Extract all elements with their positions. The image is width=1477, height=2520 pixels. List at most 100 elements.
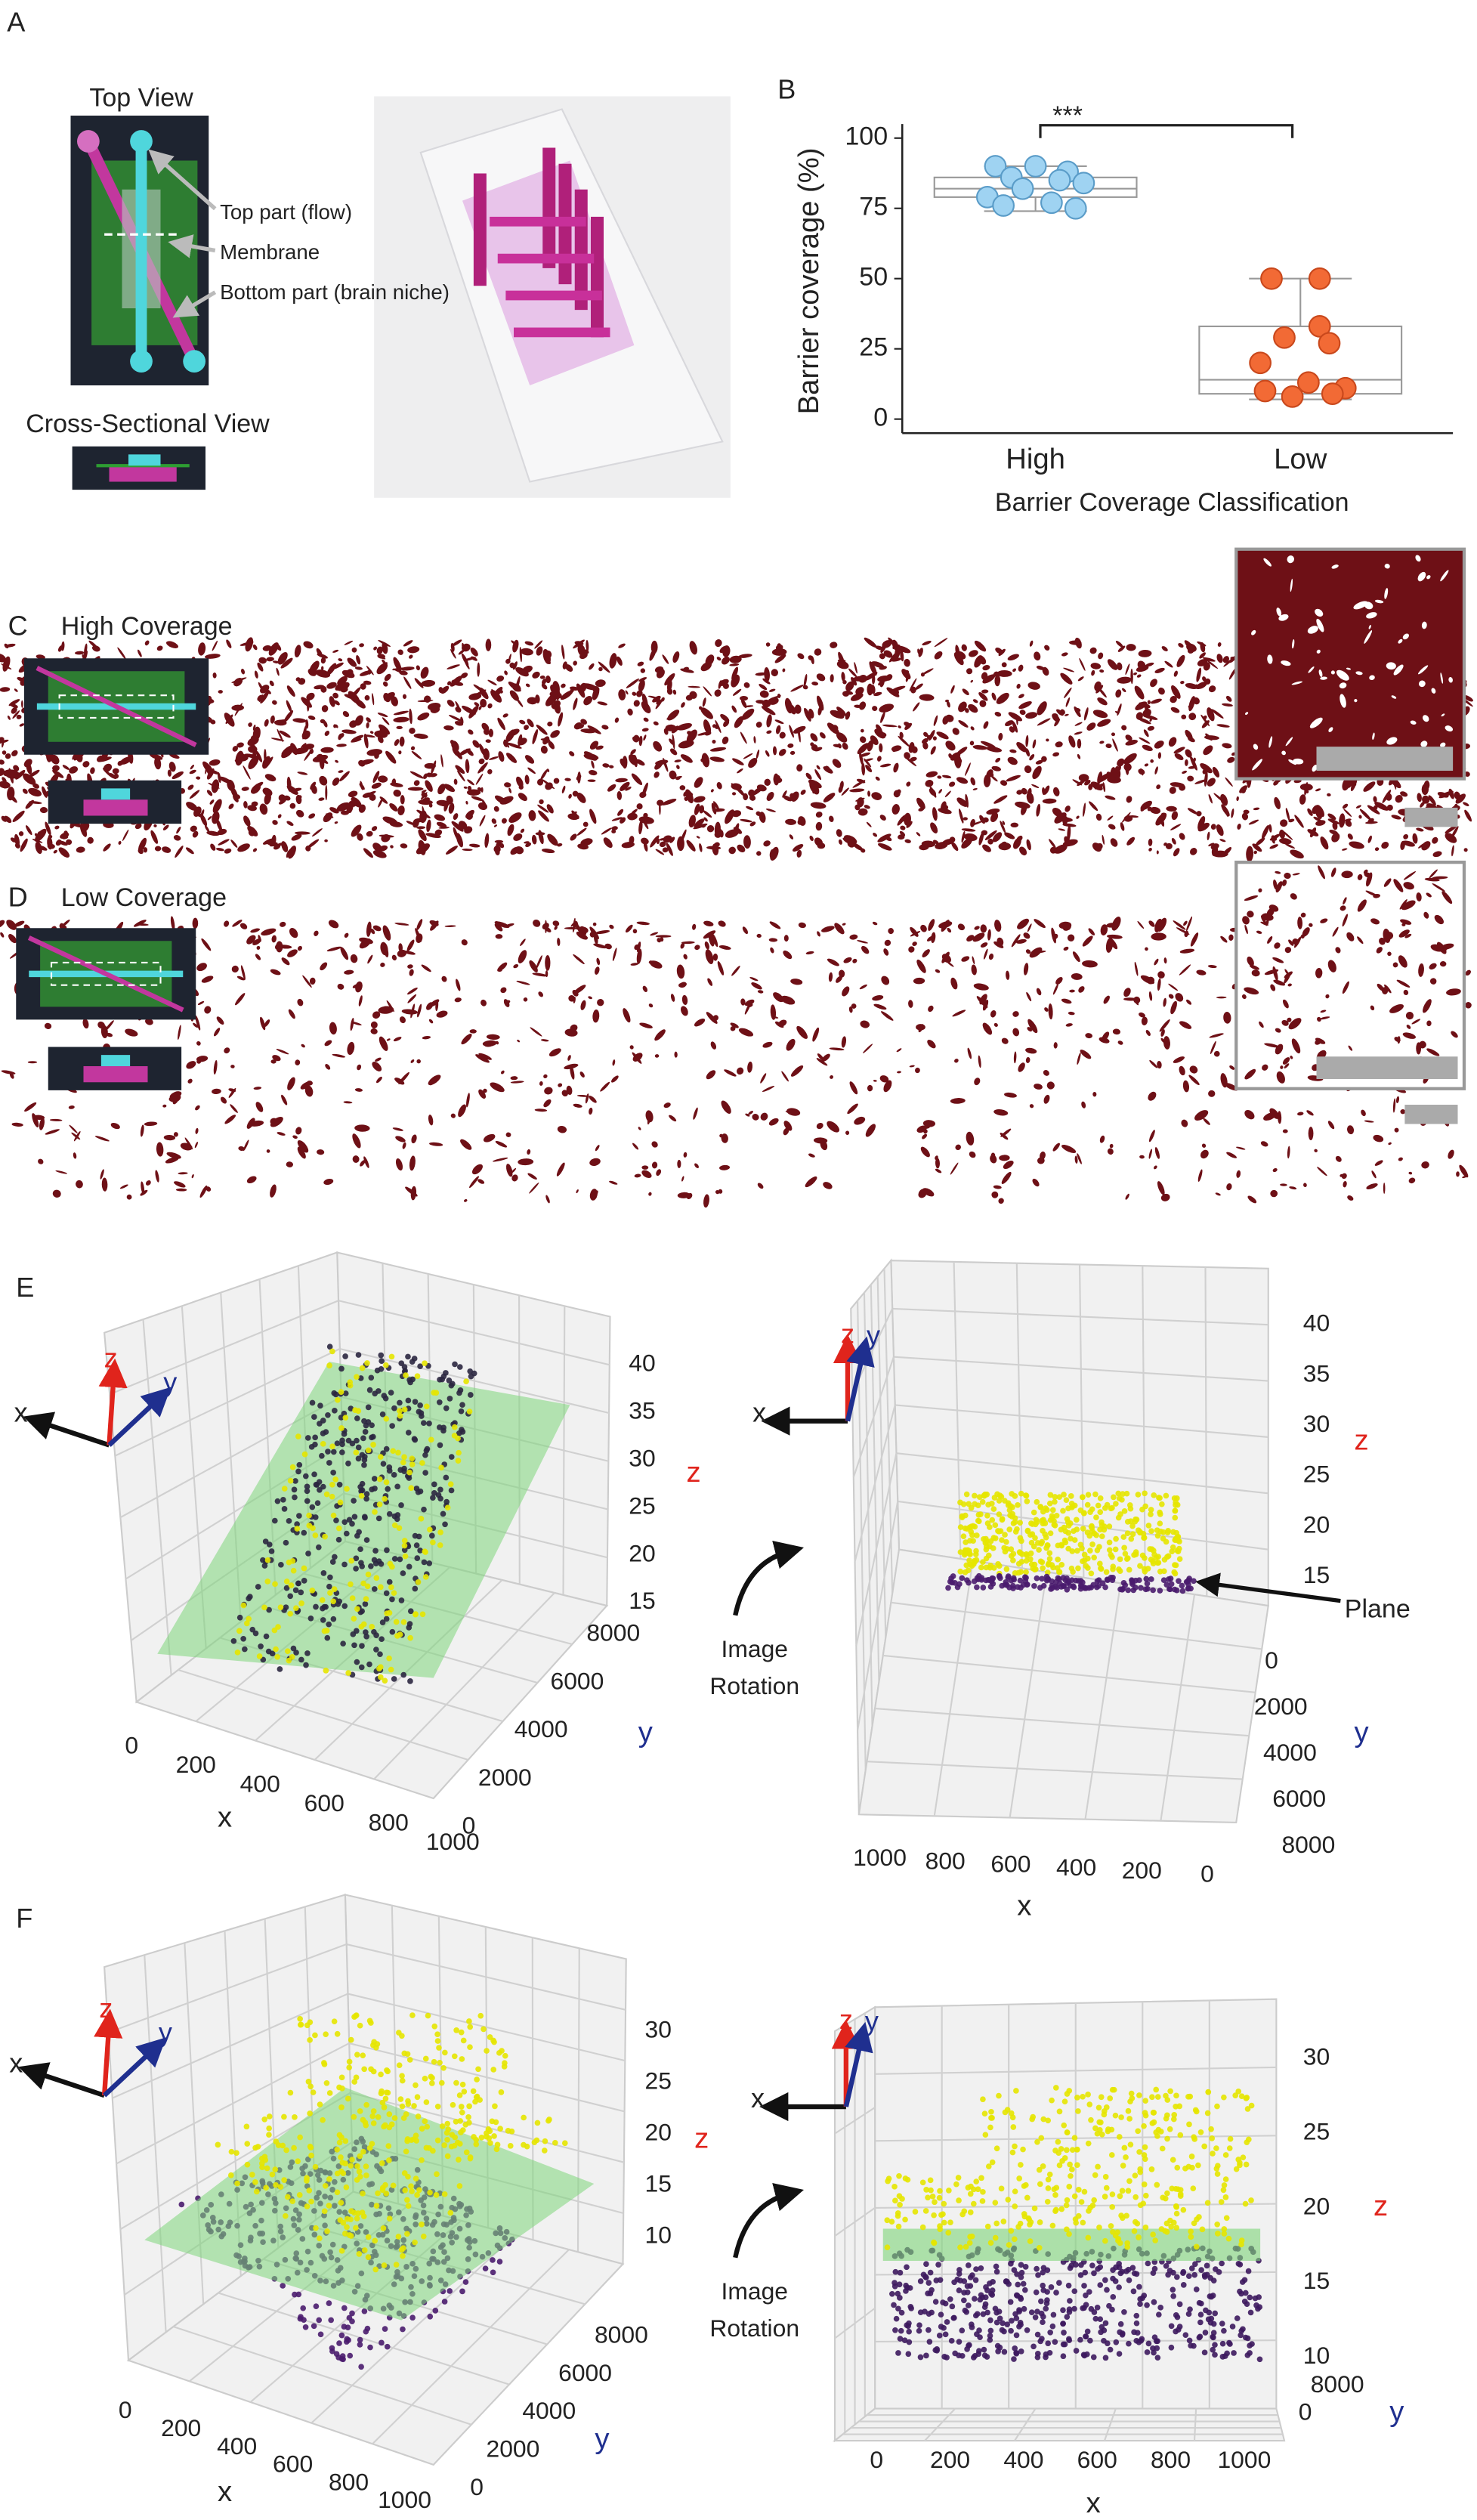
scatter-dot <box>378 1584 384 1591</box>
cell-blob <box>970 679 973 683</box>
cell-blob <box>631 773 643 785</box>
cell-blob <box>450 740 455 745</box>
device-photo <box>374 96 731 498</box>
scatter-dot <box>374 1367 381 1374</box>
cell-blob <box>1083 707 1089 721</box>
cell-blob <box>1123 753 1137 765</box>
cell-blob <box>598 661 610 673</box>
cell-blob <box>796 849 802 858</box>
cell-blob <box>734 716 744 728</box>
cell-blob <box>1016 742 1027 753</box>
x-axis-label: x <box>218 1801 232 1834</box>
cell-blob <box>1297 1112 1304 1116</box>
cell-blob <box>751 982 762 990</box>
cell-blob <box>1181 714 1187 720</box>
cell-blob <box>38 1158 44 1164</box>
cell-blob <box>374 730 388 738</box>
cell-blob <box>855 797 865 802</box>
cell-blob <box>379 796 388 804</box>
cell-blob <box>1202 768 1207 775</box>
cell-blob <box>651 1161 658 1169</box>
cell-blob <box>416 826 426 830</box>
data-point <box>1040 191 1063 215</box>
cell-blob <box>539 675 545 679</box>
scatter-dot <box>1172 1586 1178 1593</box>
cell-blob <box>871 792 882 800</box>
cell-blob <box>879 743 883 753</box>
cell-blob <box>1188 713 1197 721</box>
cell-blob <box>273 660 280 663</box>
cell-blob <box>493 846 501 853</box>
scatter-dot <box>393 1619 400 1625</box>
scatter-dot <box>365 1419 372 1425</box>
scatter-dot <box>1003 1538 1009 1545</box>
scatter-dot <box>1075 1565 1081 1572</box>
scatter-dot <box>295 1580 301 1587</box>
cell-blob <box>604 943 612 950</box>
cell-blob <box>916 959 926 973</box>
cell-blob <box>397 649 403 655</box>
scatter-dot <box>1154 1532 1161 1539</box>
cell-blob <box>842 742 848 750</box>
cell-blob <box>149 753 163 760</box>
cell-blob <box>307 668 317 676</box>
cell-blob <box>1046 1081 1055 1090</box>
scatter-dot <box>336 1598 343 1605</box>
cell-blob <box>636 803 643 810</box>
cell-blob <box>113 773 119 779</box>
cell-blob <box>1343 1180 1347 1188</box>
cell-blob <box>979 815 985 824</box>
scatter-dot <box>1136 1577 1142 1584</box>
cell-blob <box>819 732 826 739</box>
cell-blob <box>400 843 408 849</box>
cell-blob <box>586 640 589 652</box>
cell-blob <box>324 839 328 843</box>
cell-blob <box>247 825 258 836</box>
cell-blob <box>320 657 326 664</box>
cell-blob <box>713 801 719 810</box>
cell-blob <box>1052 984 1058 995</box>
scatter-dot <box>298 1600 304 1606</box>
scatter-dot <box>1028 1561 1035 1568</box>
cell-blob <box>766 792 774 801</box>
cell-blob <box>1019 710 1026 716</box>
cell-blob <box>1229 1065 1235 1070</box>
y-tick-label: 50 <box>859 263 888 292</box>
scatter-dot <box>260 1557 266 1563</box>
cell-blob <box>449 715 463 722</box>
cell-blob <box>392 1127 403 1131</box>
cross-section-bottom <box>109 465 177 482</box>
cell-blob <box>436 1010 448 1018</box>
cell-blob <box>467 786 472 791</box>
cell-blob <box>343 1101 353 1104</box>
cell-blob <box>984 665 989 669</box>
cell-blob <box>29 801 42 805</box>
cell-blob <box>743 835 751 849</box>
scatter-dot <box>406 1563 413 1570</box>
cell-blob <box>443 725 454 731</box>
cell-blob <box>481 722 490 731</box>
panel-title: Low Coverage <box>61 883 227 912</box>
scatter-dot <box>309 1399 316 1406</box>
cell-blob <box>286 700 292 713</box>
cell-blob <box>576 1189 579 1194</box>
cell-blob <box>1157 971 1165 979</box>
cell-blob <box>234 794 241 799</box>
cell-blob <box>965 762 971 776</box>
cell-blob <box>974 655 983 668</box>
cell-blob <box>1023 932 1031 939</box>
cell-blob <box>1062 839 1078 847</box>
cell-blob <box>411 1134 417 1144</box>
scatter-dot <box>386 1578 393 1585</box>
cell-blob <box>543 1099 552 1108</box>
cell-blob <box>333 724 337 728</box>
cell-blob <box>1217 642 1222 647</box>
cell-blob <box>648 1192 652 1196</box>
cell-blob <box>996 692 1009 704</box>
cell-blob <box>1236 1170 1241 1178</box>
cell-blob <box>715 639 722 648</box>
cell-blob <box>416 919 423 931</box>
cell-blob <box>428 1115 434 1126</box>
scatter-dot <box>1071 1537 1078 1543</box>
cell-blob <box>1188 737 1195 743</box>
